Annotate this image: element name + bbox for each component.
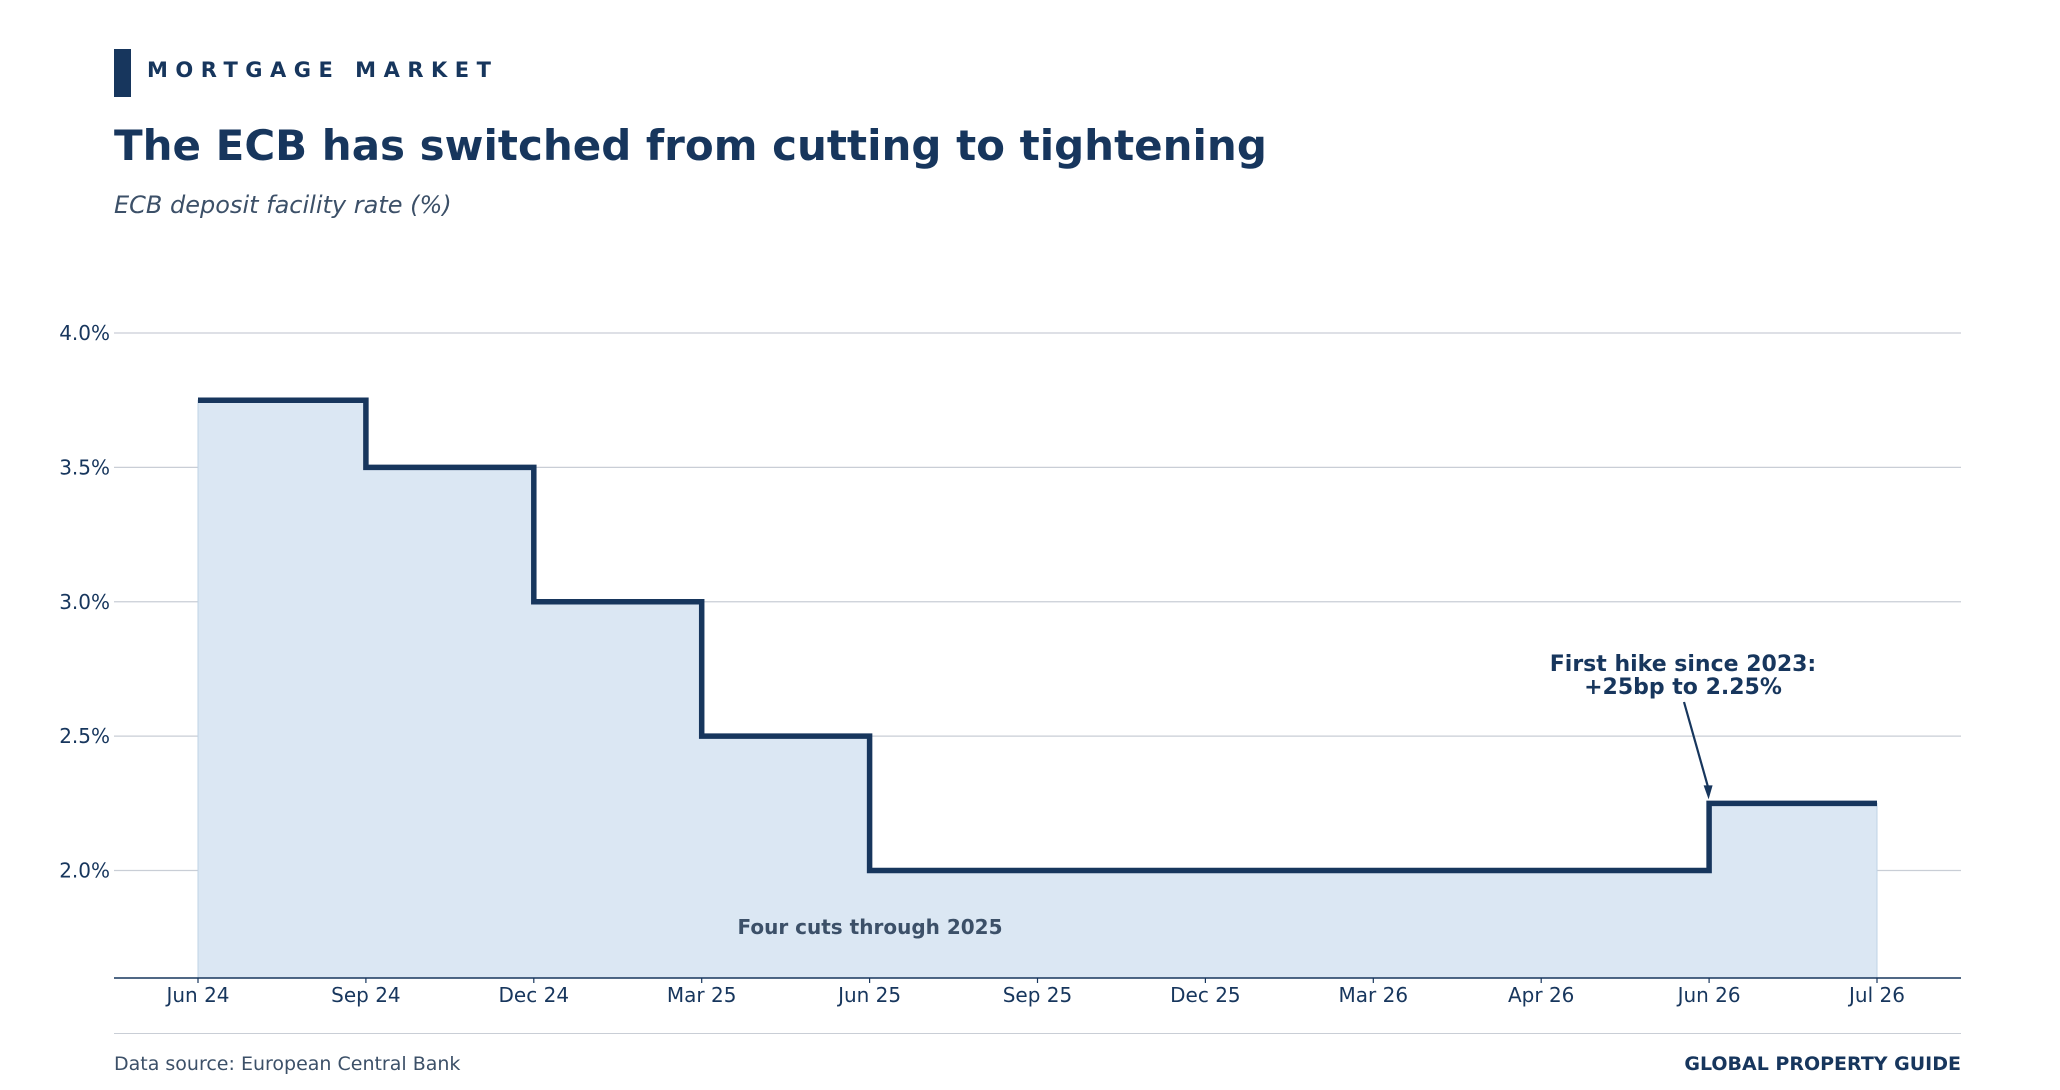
data-point xyxy=(1706,800,1712,806)
rate-step-line xyxy=(198,397,1877,874)
data-point xyxy=(1370,868,1376,874)
data-source: Data source: European Central Bank xyxy=(114,1053,461,1075)
y-tick-label: 3.5% xyxy=(59,455,110,479)
data-point xyxy=(531,599,537,605)
data-point xyxy=(195,397,201,403)
data-point xyxy=(699,733,705,739)
annotation-arrow xyxy=(1682,701,1710,788)
kicker-accent-bar xyxy=(114,49,131,97)
annotations: First hike since 2023: +25bp to 2.25% Fo… xyxy=(738,652,1817,939)
x-tick-label: Dec 24 xyxy=(499,983,570,1007)
y-tick-label: 2.0% xyxy=(59,859,110,883)
y-axis: 2.0% 2.5% 3.0% 3.5% 4.0% xyxy=(59,321,110,883)
annotation-hike-line-2: +25bp to 2.25% xyxy=(1584,675,1782,700)
data-point xyxy=(1874,800,1880,806)
y-tick-label: 4.0% xyxy=(59,321,110,345)
data-point xyxy=(1202,868,1208,874)
x-tick-label: Sep 24 xyxy=(331,983,401,1007)
x-tick-label: Jun 25 xyxy=(836,983,901,1007)
x-tick-label: Jun 26 xyxy=(1676,983,1741,1007)
annotation-arrowhead xyxy=(1703,785,1713,800)
data-point xyxy=(1538,868,1544,874)
data-point xyxy=(363,464,369,470)
x-tick-label: Dec 25 xyxy=(1170,983,1241,1007)
annotation-hike-line-1: First hike since 2023: xyxy=(1550,652,1816,677)
x-axis: Jun 24 Sep 24 Dec 24 Mar 25 Jun 25 Sep 25 Dec … xyxy=(164,978,1905,1007)
x-tick-label: Jul 26 xyxy=(1847,983,1905,1007)
x-tick-label: Apr 26 xyxy=(1508,983,1574,1007)
chart-title: The ECB has switched from cutting to tig… xyxy=(114,121,1267,170)
chart-subtitle: ECB deposit facility rate (%) xyxy=(114,191,452,219)
x-tick-label: Jun 24 xyxy=(164,983,229,1007)
annotation-cuts: Four cuts through 2025 xyxy=(738,915,1003,939)
section-kicker: MORTGAGE MARKET xyxy=(147,58,499,82)
x-tick-label: Mar 25 xyxy=(667,983,737,1007)
x-tick-label: Mar 26 xyxy=(1339,983,1409,1007)
data-point xyxy=(1035,868,1041,874)
x-tick-label: Sep 25 xyxy=(1003,983,1073,1007)
footer-divider xyxy=(114,1033,1961,1034)
y-tick-label: 3.0% xyxy=(59,590,110,614)
brand-label: GLOBAL PROPERTY GUIDE xyxy=(1684,1053,1961,1075)
data-point xyxy=(867,868,873,874)
y-tick-label: 2.5% xyxy=(59,724,110,748)
